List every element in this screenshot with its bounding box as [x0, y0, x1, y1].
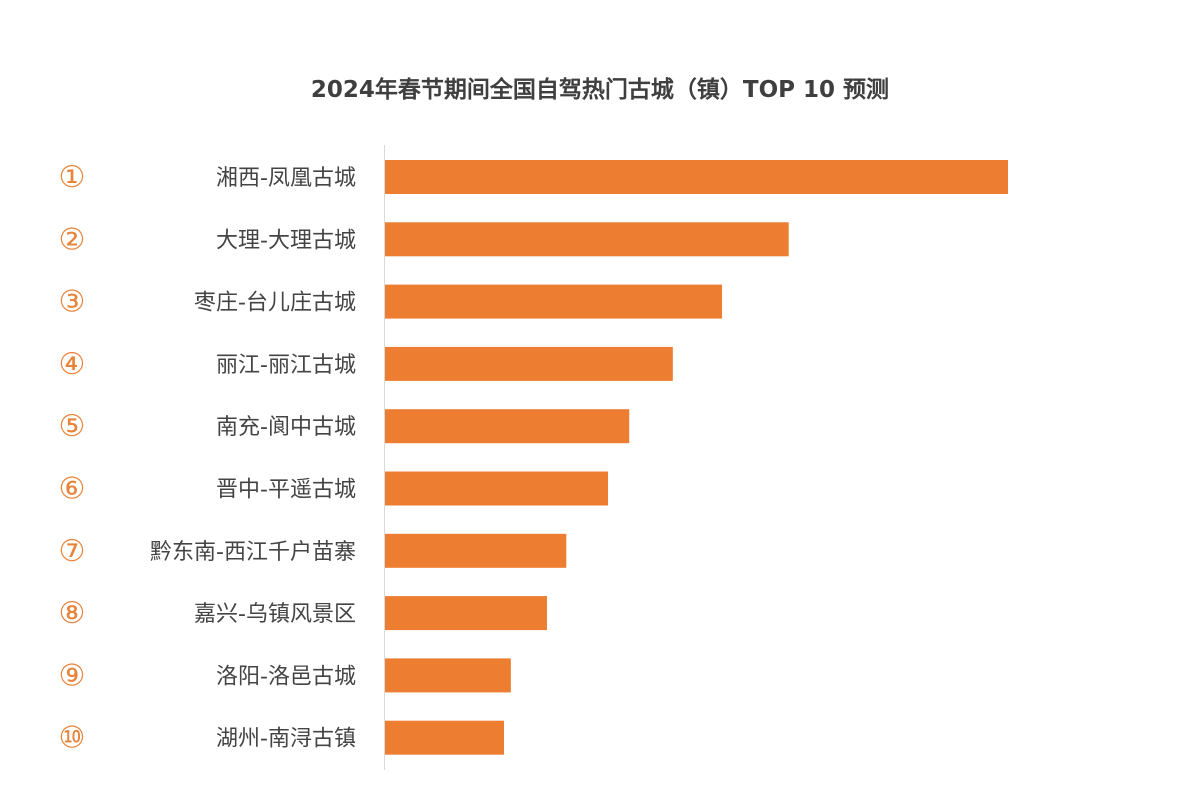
- category-label: 南充-阆中古城: [216, 415, 356, 440]
- bar: [385, 471, 609, 506]
- category-label: 黔东南-西江千户苗寨: [150, 540, 356, 565]
- bar: [385, 720, 504, 755]
- rank-label: ⑥: [59, 472, 86, 507]
- rank-label: ⑦: [59, 534, 86, 569]
- chart-title: 2024年春节期间全国自驾热门古城（镇）TOP 10 预测: [310, 77, 890, 103]
- rank-label: ①: [59, 160, 86, 195]
- bar: [385, 409, 630, 444]
- category-label: 枣庄-台儿庄古城: [194, 291, 356, 316]
- bar: [385, 160, 1008, 194]
- bar: [385, 346, 673, 381]
- category-label: 洛阳-洛邑古城: [216, 664, 356, 689]
- bar: [385, 596, 547, 631]
- rank-label: ④: [59, 347, 86, 382]
- bar: [385, 658, 511, 693]
- bar: [385, 222, 789, 257]
- rank-label: ⑧: [59, 596, 86, 631]
- category-label: 嘉兴-乌镇风景区: [194, 602, 356, 627]
- rank-label: ②: [59, 222, 86, 257]
- category-label: 晋中-平遥古城: [216, 478, 356, 503]
- bar: [385, 284, 723, 319]
- rank-label: ⑨: [59, 658, 86, 693]
- bar: [385, 533, 567, 568]
- rank-label: ⑩: [59, 721, 86, 756]
- category-label: 大理-大理古城: [216, 228, 356, 253]
- rank-label: ③: [59, 285, 86, 320]
- category-label: 湖州-南浔古镇: [216, 727, 356, 752]
- category-label: 丽江-丽江古城: [216, 353, 356, 378]
- rank-label: ⑤: [59, 409, 86, 444]
- category-label: 湘西-凤凰古城: [216, 166, 356, 191]
